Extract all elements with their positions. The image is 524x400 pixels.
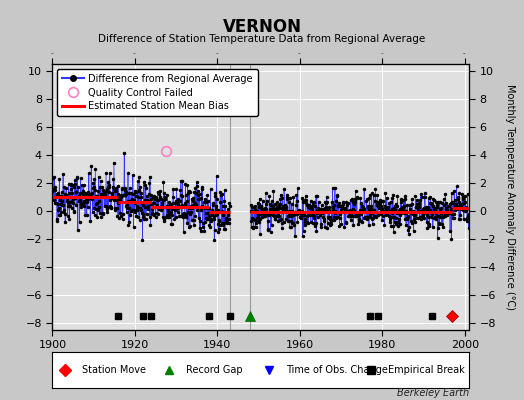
Text: Difference of Station Temperature Data from Regional Average: Difference of Station Temperature Data f… bbox=[99, 34, 425, 44]
Text: Station Move: Station Move bbox=[82, 365, 146, 375]
Text: VERNON: VERNON bbox=[223, 18, 301, 36]
Text: Berkeley Earth: Berkeley Earth bbox=[397, 388, 469, 398]
Text: Empirical Break: Empirical Break bbox=[388, 365, 464, 375]
Y-axis label: Monthly Temperature Anomaly Difference (°C): Monthly Temperature Anomaly Difference (… bbox=[505, 84, 515, 310]
Text: Record Gap: Record Gap bbox=[185, 365, 242, 375]
Text: Time of Obs. Change: Time of Obs. Change bbox=[286, 365, 388, 375]
Legend: Difference from Regional Average, Quality Control Failed, Estimated Station Mean: Difference from Regional Average, Qualit… bbox=[57, 69, 258, 116]
